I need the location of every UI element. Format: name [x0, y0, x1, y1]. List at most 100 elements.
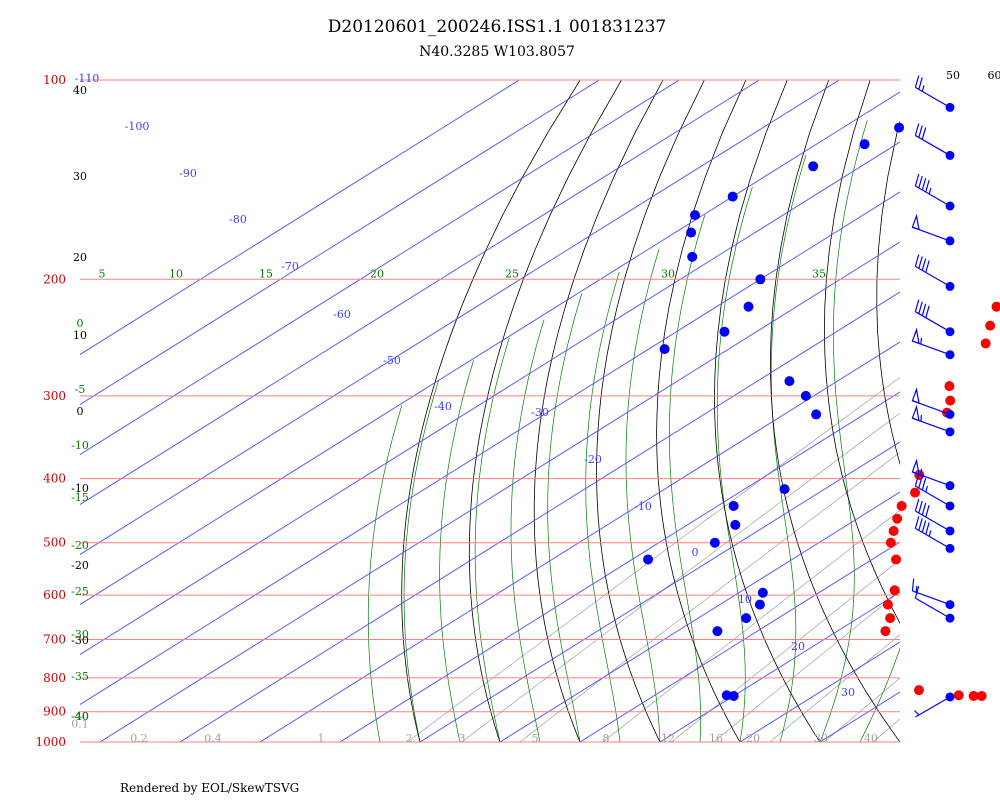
wind-barb-full	[921, 177, 927, 191]
wind-barb-full	[914, 254, 920, 267]
plot-area	[80, 80, 1000, 742]
wind-barb-staff	[915, 696, 951, 718]
mixing-ratio-line	[909, 80, 1000, 742]
dewpoint-trace-point	[800, 390, 811, 401]
moist-adiabat-line	[510, 319, 545, 742]
isotherm-line	[80, 80, 760, 505]
wind-barb-staff	[915, 265, 951, 287]
chart-title: D20120601_200246.ISS1.1 001831237	[328, 17, 666, 37]
dry-adiabat-line	[401, 80, 581, 742]
moist-adiabat-label: 5	[99, 267, 106, 280]
potential-temp-left-label: 40	[73, 84, 87, 97]
mixing-ratio-line	[519, 451, 900, 742]
moist-adiabat-left-label: -40	[71, 710, 89, 723]
temperature-trace-point	[976, 690, 987, 701]
dry-adiabat-line	[876, 120, 900, 466]
isotherm-line	[579, 541, 900, 742]
wind-barb-full	[918, 301, 923, 314]
wind-barb-full	[925, 260, 930, 273]
wind-barb-full	[914, 586, 920, 599]
moist-adiabat-label: 15	[259, 267, 273, 280]
moist-adiabat-left-label: 0	[77, 317, 84, 330]
temperature-trace-point	[888, 525, 899, 536]
wind-barb-staff	[915, 311, 951, 333]
dewpoint-trace-point	[784, 376, 795, 387]
isotherm-line	[80, 141, 900, 655]
wind-barb-half	[914, 710, 920, 716]
temperature-trace-point	[991, 301, 1000, 312]
wind-barb-staff	[915, 527, 951, 549]
wind-barb-full	[914, 173, 920, 187]
wind-barb-staff	[915, 86, 951, 108]
wind-barb-staff	[915, 134, 951, 156]
temperature-trace-point	[944, 381, 955, 392]
wind-barb-full	[921, 477, 927, 491]
pressure-label: 800	[43, 671, 66, 685]
temperature-trace-point	[896, 500, 907, 511]
isotherm-line	[80, 80, 840, 555]
wind-barb	[914, 516, 955, 553]
dewpoint-trace-point	[709, 537, 720, 548]
mixing-ratio-line	[713, 590, 900, 742]
wind-barb-full	[918, 256, 923, 269]
potential-temp-label: 60	[987, 69, 1000, 82]
dewpoint-trace-point	[859, 139, 870, 150]
mixing-ratio-label: 30	[814, 732, 828, 745]
wind-barb-full	[914, 75, 920, 88]
isotherm-label: -50	[383, 354, 401, 367]
wind-barb-full	[921, 127, 927, 140]
mixing-ratio-line	[991, 80, 1000, 742]
moist-adiabat-line	[770, 155, 807, 742]
isotherm-line	[980, 80, 1000, 742]
temperature-trace-point	[891, 554, 902, 565]
moist-adiabat-line	[625, 248, 661, 742]
isotherm-label: -60	[333, 308, 351, 321]
isotherm-label: -20	[584, 453, 602, 466]
mixing-ratio-label: 40	[864, 732, 878, 745]
isotherm-line	[80, 80, 680, 455]
wind-barb	[911, 213, 955, 246]
potential-temp-left-label: -30	[71, 634, 89, 647]
wind-barb-staff	[912, 590, 951, 606]
mixing-ratio-label: 20	[746, 732, 760, 745]
isotherm-label: 20	[791, 640, 805, 653]
moist-adiabat-line	[367, 405, 403, 742]
dry-adiabat-line	[656, 80, 747, 742]
isotherm-label: -80	[229, 213, 247, 226]
dry-adiabat-line	[823, 80, 900, 624]
pressure-label: 500	[43, 536, 66, 550]
wind-barb	[914, 75, 955, 112]
dewpoint-trace-point	[687, 251, 698, 262]
mixing-ratio-label: 16	[709, 732, 723, 745]
isotherm-line	[499, 491, 900, 742]
potential-temp-left-label: -40	[71, 710, 89, 723]
isotherm-label: -30	[531, 406, 549, 419]
mixing-ratio-line	[602, 509, 900, 742]
wind-barb-flag	[911, 327, 920, 345]
wind-barb-full	[918, 125, 923, 138]
pressure-label: 300	[43, 389, 66, 403]
temperature-trace-point	[945, 395, 956, 406]
wind-barb-half	[915, 586, 918, 593]
dewpoint-trace-point	[689, 210, 700, 221]
temperature-trace-point	[985, 320, 996, 331]
wind-barb-staff	[915, 597, 951, 619]
moist-adiabat-line	[980, 80, 1000, 742]
chart-subtitle: N40.3285 W103.8057	[419, 44, 575, 60]
pressure-label: 400	[43, 472, 66, 486]
mixing-ratio-label: 0.4	[204, 732, 222, 745]
wind-barb-flag	[911, 458, 920, 476]
wind-barb-half	[920, 337, 923, 345]
dry-adiabat-line	[927, 80, 1000, 742]
isotherm-line	[339, 391, 900, 742]
temperature-trace-point	[910, 487, 921, 498]
dry-adiabat-line	[468, 80, 622, 742]
wind-barb-flag	[911, 213, 920, 231]
moist-adiabat-left-label: -10	[71, 439, 89, 452]
wind-barb-half	[920, 415, 923, 422]
pressure-label: 100	[43, 73, 66, 87]
isotherm-label: -40	[434, 400, 452, 413]
wind-barb-full	[925, 305, 930, 318]
temperature-trace-point	[913, 685, 924, 696]
